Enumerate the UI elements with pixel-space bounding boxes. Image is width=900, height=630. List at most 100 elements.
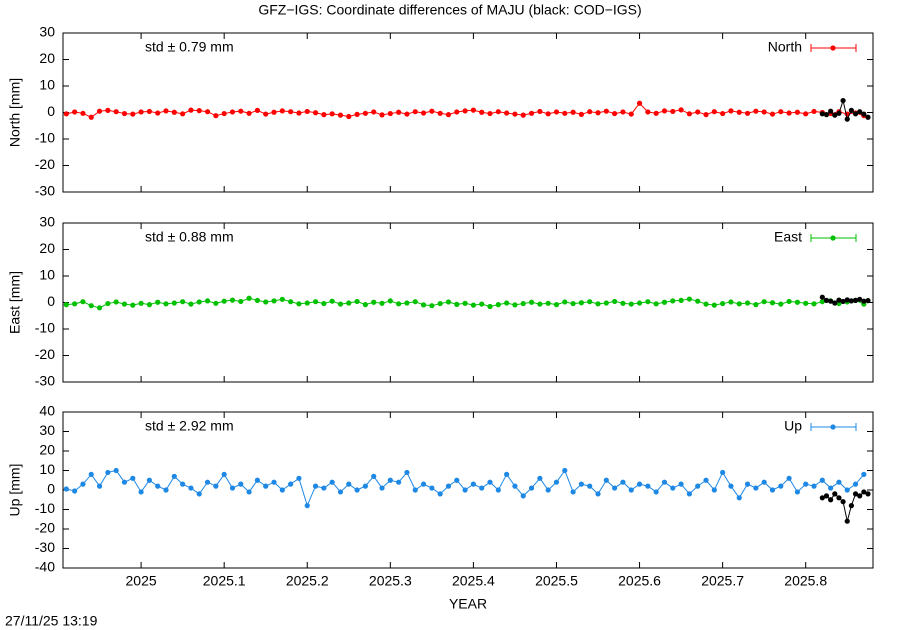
x-axis-label: YEAR (449, 596, 487, 612)
data-point (840, 298, 846, 305)
data-point (371, 473, 377, 479)
data-point (844, 518, 850, 524)
data-point (670, 485, 676, 491)
data-point (229, 485, 236, 491)
data-point (628, 301, 634, 307)
data-point (387, 477, 393, 483)
data-point (520, 112, 526, 118)
data-point (861, 471, 867, 477)
timestamp: 27/11/25 13:19 (5, 613, 98, 629)
data-point (832, 300, 838, 306)
y-axis-label: North [mm] (7, 78, 23, 147)
data-point (470, 302, 476, 308)
data-point (612, 298, 618, 305)
y-tick-label: 10 (39, 267, 55, 283)
data-point (553, 479, 560, 485)
data-point (720, 110, 726, 117)
data-point (612, 485, 618, 491)
data-point (811, 108, 817, 115)
data-point (661, 299, 668, 305)
data-point (387, 298, 393, 304)
data-point (412, 487, 418, 493)
data-point (562, 110, 568, 116)
data-point (130, 475, 136, 481)
data-point (686, 296, 693, 302)
data-point (811, 301, 817, 307)
data-point (213, 483, 219, 489)
data-point (520, 300, 526, 307)
data-point (778, 109, 784, 115)
legend-label: East (774, 229, 802, 245)
data-point (562, 467, 568, 474)
data-point (279, 296, 285, 302)
data-point (769, 300, 776, 306)
data-point (678, 481, 684, 487)
std-annotation: std ± 2.92 mm (145, 418, 234, 434)
y-tick-label: 0 (47, 293, 55, 309)
data-point (121, 110, 128, 117)
y-tick-label: -20 (35, 346, 55, 362)
data-point (188, 301, 194, 307)
data-point (545, 487, 551, 493)
data-point (171, 109, 177, 115)
data-point (587, 299, 593, 305)
x-tick-label: 2025.6 (618, 573, 661, 589)
std-annotation: std ± 0.79 mm (145, 39, 234, 55)
data-point (653, 301, 659, 307)
data-point (263, 299, 269, 305)
data-point (180, 481, 186, 487)
data-point (362, 483, 368, 489)
data-point (171, 473, 177, 479)
data-point (479, 485, 485, 491)
data-point (512, 111, 518, 117)
data-point (744, 110, 751, 116)
data-point (288, 481, 294, 487)
data-point (420, 302, 427, 308)
data-point (271, 479, 277, 485)
data-point (105, 469, 111, 476)
data-point (396, 301, 402, 307)
data-point (288, 299, 294, 305)
data-point (72, 109, 78, 115)
data-point (736, 301, 742, 307)
y-tick-label: -40 (35, 559, 55, 575)
data-point (221, 298, 227, 304)
data-point (686, 111, 693, 117)
data-point (354, 111, 360, 117)
x-tick-label: 2025 (126, 573, 157, 589)
data-point (528, 110, 535, 116)
data-point (454, 109, 460, 115)
data-point (703, 477, 709, 483)
data-point (437, 300, 443, 307)
y-tick-label: -20 (35, 156, 55, 172)
data-point (229, 297, 236, 303)
data-point (379, 485, 385, 491)
data-point (146, 108, 152, 115)
data-point (628, 111, 634, 117)
y-tick-label: -30 (35, 373, 55, 389)
data-point (412, 299, 418, 305)
data-point (420, 110, 427, 116)
data-point (213, 113, 219, 119)
data-point (196, 491, 202, 497)
data-point (857, 109, 863, 115)
data-point (603, 108, 609, 114)
data-point (337, 489, 344, 495)
data-point (753, 302, 759, 308)
data-point (263, 111, 269, 117)
data-point (329, 479, 335, 485)
data-point (254, 107, 260, 113)
data-point (819, 111, 825, 117)
data-point (570, 489, 576, 495)
data-point (246, 110, 252, 116)
x-tick-label: 2025.8 (784, 573, 827, 589)
data-point (321, 485, 327, 491)
data-point (238, 481, 244, 487)
data-point (848, 298, 855, 304)
data-point (852, 481, 859, 487)
data-point (678, 107, 684, 113)
data-point (545, 300, 551, 306)
data-point (520, 493, 526, 499)
legend-label: Up (784, 418, 802, 434)
data-point (470, 107, 476, 113)
